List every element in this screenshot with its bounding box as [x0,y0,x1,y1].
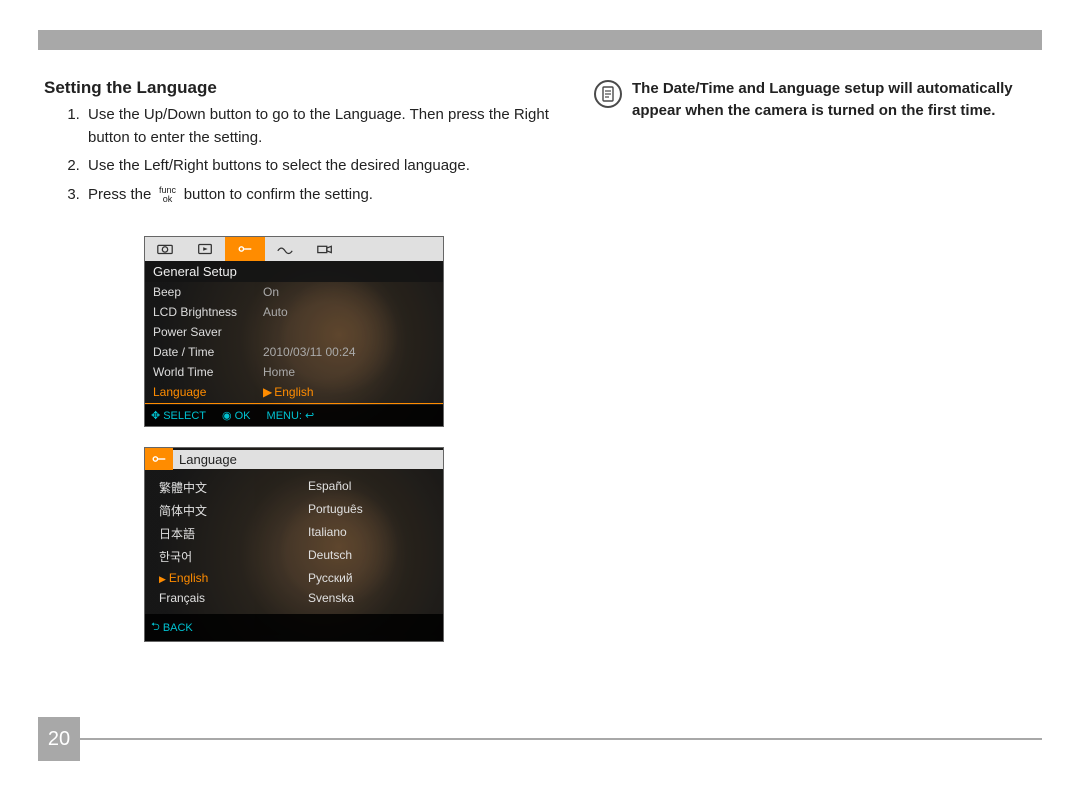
footer-back: ⮌ BACK [151,618,193,637]
language-option[interactable]: Italiano [294,522,443,545]
language-option[interactable]: 简体中文 [145,499,294,522]
divider [145,403,443,404]
footer-select: ✥ SELECT [151,409,206,422]
page-content: Setting the Language Use the Up/Down but… [44,78,1036,725]
note-text: The Date/Time and Language setup will au… [632,78,1036,122]
menu-row[interactable]: Power Saver [145,322,443,342]
section-heading: Setting the Language [44,78,564,98]
footer-ok: ◉ OK [222,409,251,422]
tab-settings-icon[interactable] [225,237,265,261]
page-number: 20 [38,717,80,761]
top-bar [38,30,1042,50]
step-3: Press the funcok button to confirm the s… [84,184,564,207]
menu-row[interactable]: World TimeHome [145,362,443,382]
tab-bar [145,237,443,261]
func-ok-button-label: funcok [156,186,180,202]
language-option[interactable]: 한국어 [145,545,294,568]
screen-footer-2: ⮌ BACK [145,614,443,641]
screen-section-title: General Setup [145,261,443,282]
camera-screen-general-setup: General Setup BeepOnLCD BrightnessAutoPo… [144,236,444,427]
menu-row[interactable]: Language▶English [145,382,443,402]
menu-row[interactable]: LCD BrightnessAuto [145,302,443,322]
instruction-list: Use the Up/Down button to go to the Lang… [84,104,564,206]
menu-row[interactable]: BeepOn [145,282,443,302]
tab-camera-icon[interactable] [145,237,185,261]
tab-play-icon[interactable] [185,237,225,261]
note-icon [594,80,622,108]
tab-video-icon[interactable] [305,237,345,261]
language-option[interactable]: 繁體中文 [145,476,294,499]
left-column: Setting the Language Use the Up/Down but… [44,78,564,725]
screenshots-container: General Setup BeepOnLCD BrightnessAutoPo… [144,236,564,642]
language-option[interactable]: Español [294,476,443,499]
key-icon [145,448,173,470]
language-option[interactable]: Deutsch [294,545,443,568]
language-option[interactable]: Русский [294,568,443,588]
language-grid: 繁體中文Español简体中文Português日本語Italiano한국어De… [145,470,443,614]
language-option[interactable]: English [145,568,294,588]
note-box: The Date/Time and Language setup will au… [594,78,1036,122]
step-2: Use the Left/Right buttons to select the… [84,155,564,178]
camera-screen-language: Language 繁體中文Español简体中文Português日本語Ital… [144,447,444,642]
language-option[interactable]: Português [294,499,443,522]
language-title: Language [173,450,443,469]
step-1: Use the Up/Down button to go to the Lang… [84,104,564,149]
tab-wave-icon[interactable] [265,237,305,261]
menu-row[interactable]: Date / Time2010/03/11 00:24 [145,342,443,362]
menu-rows: BeepOnLCD BrightnessAutoPower SaverDate … [145,282,443,402]
language-option[interactable]: 日本語 [145,522,294,545]
right-column: The Date/Time and Language setup will au… [594,78,1036,725]
bottom-line [80,738,1042,740]
screen-footer: ✥ SELECT ◉ OK MENU: ↩ [145,405,443,426]
language-option[interactable]: Svenska [294,588,443,608]
language-option[interactable]: Français [145,588,294,608]
footer-menu: MENU: ↩ [267,409,315,422]
language-header: Language [145,448,443,470]
